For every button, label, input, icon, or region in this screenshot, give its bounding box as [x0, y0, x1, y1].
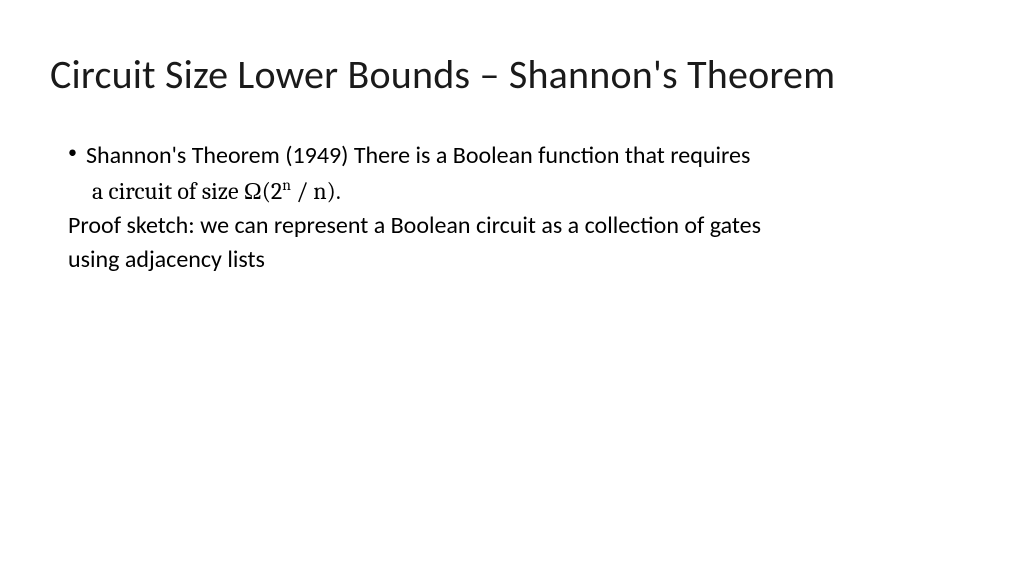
proof-line-2: using adjacency lists [68, 243, 974, 278]
bullet-item: Shannon's Theorem (1949) There is a Bool… [68, 139, 974, 174]
proof-line-1: Proof sketch: we can represent a Boolean… [68, 209, 974, 244]
formula-suffix: / n). [291, 177, 341, 205]
slide-title: Circuit Size Lower Bounds – Shannon's Th… [50, 50, 974, 99]
formula-exponent: n [282, 176, 291, 194]
formula-line: a circuit of size Ω(2n / n). [68, 174, 974, 209]
slide-body: Shannon's Theorem (1949) There is a Bool… [50, 139, 974, 278]
slide-container: Circuit Size Lower Bounds – Shannon's Th… [0, 0, 1024, 278]
formula-prefix: a circuit of size Ω(2 [92, 177, 282, 205]
